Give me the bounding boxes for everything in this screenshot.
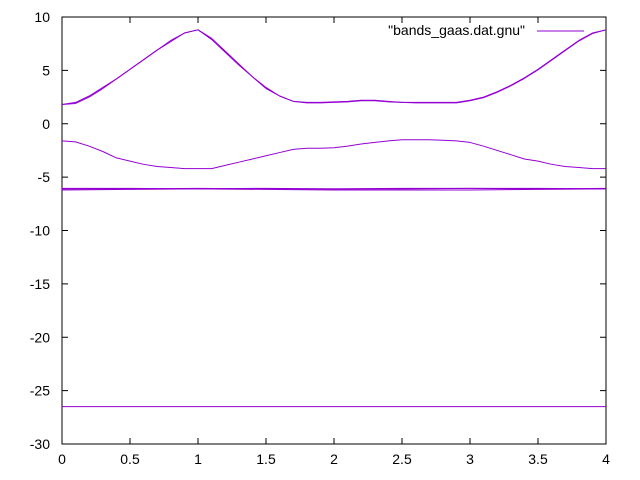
band-line-2 <box>61 188 607 191</box>
y-tick-label: -20 <box>30 329 50 345</box>
x-axis-ticks: 0 0.5 1 1.5 2 2.5 3 3.5 4 <box>58 17 610 467</box>
legend: "bands_gaas.dat.gnu" <box>388 22 584 38</box>
y-tick-label: -30 <box>30 436 50 452</box>
band-line-7 <box>61 29 607 106</box>
x-tick-label: 2.5 <box>392 451 412 467</box>
x-tick-label: 0.5 <box>120 451 140 467</box>
y-axis-ticks: -30 -25 -20 -15 -10 -5 0 5 10 <box>30 9 606 452</box>
x-tick-label: 2 <box>330 451 338 467</box>
x-tick-label: 4 <box>602 451 610 467</box>
y-tick-label: -25 <box>30 383 50 399</box>
y-tick-label: 5 <box>42 62 50 78</box>
x-tick-label: 3.5 <box>528 451 548 467</box>
x-tick-label: 1 <box>194 451 202 467</box>
y-tick-label: 0 <box>42 116 50 132</box>
y-tick-label: 10 <box>34 9 50 25</box>
x-tick-label: 0 <box>58 451 66 467</box>
band-line-4 <box>62 187 607 190</box>
x-tick-label: 3 <box>466 451 474 467</box>
legend-label: "bands_gaas.dat.gnu" <box>388 22 525 38</box>
y-tick-label: -15 <box>30 276 50 292</box>
band-line-5 <box>61 139 606 170</box>
x-tick-label: 1.5 <box>256 451 276 467</box>
plot-frame <box>61 16 607 445</box>
y-tick-label: -10 <box>30 223 50 239</box>
y-tick-label: -5 <box>38 169 51 185</box>
band-line-6 <box>61 29 607 106</box>
series-layer <box>61 29 607 408</box>
